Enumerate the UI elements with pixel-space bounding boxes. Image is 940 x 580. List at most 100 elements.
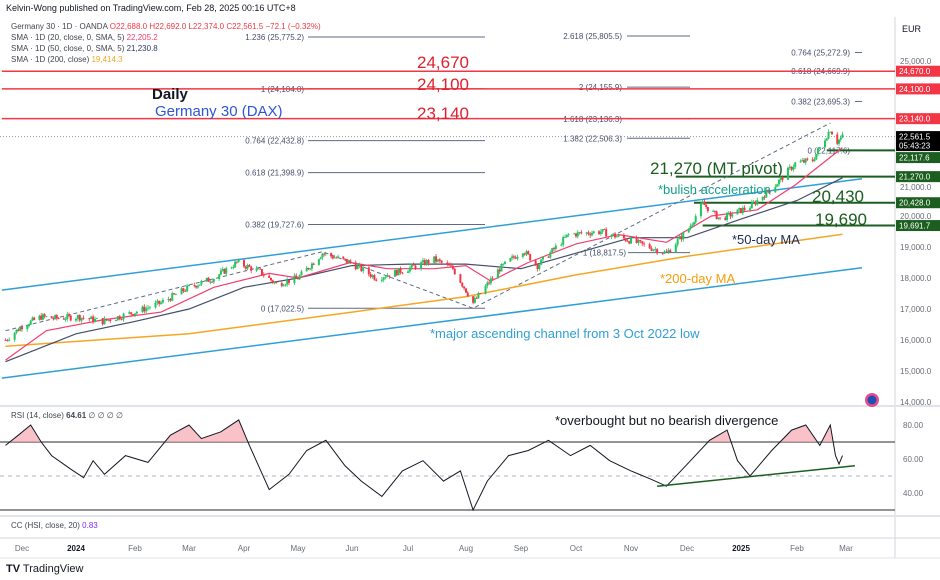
annotation-20430: 20,430 — [812, 187, 864, 206]
candle-body — [295, 275, 298, 279]
candle-body — [749, 208, 752, 210]
annotation-rsi-note: *overbought but no bearish divergence — [555, 413, 779, 428]
candle-body — [829, 131, 832, 133]
candle-body — [451, 265, 454, 269]
candle-body — [369, 274, 372, 277]
candle-body — [504, 261, 507, 264]
change-value: −72.1 (−0.32%) — [265, 22, 321, 31]
candle-body — [603, 229, 606, 230]
candle-body — [280, 283, 283, 287]
candle-body — [706, 206, 709, 212]
candle-body — [813, 159, 816, 162]
candle-body — [433, 256, 436, 264]
low-value: L22,374.0 — [188, 22, 225, 31]
candle-body — [786, 167, 789, 180]
legend-sma200[interactable]: SMA · 1D (200, close) 19,414.3 — [11, 55, 123, 64]
candle-body — [560, 244, 563, 246]
rsi-line — [5, 419, 843, 512]
legend-sma50[interactable]: SMA · 1D (50, close, 0, SMA, 5) 21,230.8 — [11, 44, 158, 53]
candle-body — [52, 318, 55, 320]
candle-body — [827, 132, 830, 139]
candle-body — [207, 277, 210, 282]
fib-right-label: 0.382 (23,695.3) — [791, 97, 850, 106]
candle-body — [486, 282, 489, 286]
annotation-pivot: 21,270 (MT pivot) — [650, 159, 783, 178]
candle-body — [205, 277, 208, 282]
rsi-legend[interactable]: RSI (14, close) 64.61 ∅ ∅ ∅ ∅ — [11, 411, 123, 420]
candle-body — [169, 299, 172, 301]
candle-body — [804, 158, 807, 163]
candle-body — [38, 315, 41, 320]
candle-body — [792, 166, 795, 170]
candle-body — [66, 314, 69, 320]
sma50-line — [5, 177, 843, 363]
candle-body — [94, 318, 97, 322]
candle-body — [806, 158, 809, 160]
candle-body — [801, 160, 804, 162]
legend-sma20[interactable]: SMA · 1D (20, close, 0, SMA, 5) 22,205.2 — [11, 33, 158, 42]
candle-body — [466, 292, 469, 297]
candle-body — [815, 154, 818, 160]
countdown-label: 05:43:23 — [899, 142, 931, 151]
candle-body — [371, 275, 374, 277]
candle-body — [768, 191, 771, 193]
candle-body — [448, 264, 451, 266]
candle-body — [148, 307, 151, 309]
candle-body — [567, 234, 570, 235]
candle-body — [774, 186, 777, 193]
candle-body — [309, 268, 312, 270]
candle-body — [741, 207, 744, 214]
candle-body — [622, 235, 625, 239]
candle-body — [643, 243, 646, 245]
candle-body — [184, 291, 187, 292]
price-tick-label: 19,000.0 — [900, 243, 932, 252]
candle-body — [211, 281, 214, 283]
candle-body — [676, 239, 679, 245]
time-tick-label: Dec — [680, 544, 694, 553]
candle-body — [585, 232, 588, 234]
candle-body — [180, 288, 183, 295]
candle-body — [436, 259, 439, 262]
candle-body — [193, 285, 196, 286]
candle-body — [473, 298, 476, 303]
candle-body — [293, 275, 296, 283]
candle-body — [818, 147, 821, 149]
candle-body — [19, 327, 22, 331]
candle-body — [333, 257, 336, 259]
candle-body — [667, 250, 670, 253]
candle-body — [373, 275, 376, 280]
currency-label[interactable]: EUR — [902, 24, 922, 34]
candle-body — [781, 176, 784, 180]
candle-body — [319, 257, 322, 260]
price-tag-label: 24,100.0 — [899, 85, 931, 94]
time-tick-label: Oct — [570, 544, 583, 553]
channel-lower-line — [1, 267, 863, 379]
annotation-50day: *50-day MA — [732, 232, 800, 247]
candle-body — [288, 279, 290, 283]
candle-body — [475, 298, 478, 300]
cc-legend[interactable]: CC (HSI, close, 20) 0.83 — [11, 521, 98, 530]
candle-body — [380, 279, 383, 281]
candle-body — [358, 264, 361, 266]
candle-body — [171, 293, 174, 301]
candle-body — [450, 265, 453, 267]
candle-body — [300, 271, 303, 276]
candle-body — [669, 250, 672, 253]
candle-body — [639, 240, 642, 242]
candle-body — [587, 232, 590, 235]
candle-body — [45, 316, 48, 318]
candle-body — [599, 231, 602, 234]
candle-body — [399, 268, 402, 273]
candle-body — [767, 189, 770, 192]
annotation-daily: Daily — [152, 86, 188, 103]
candle-body — [547, 256, 550, 258]
eu-flag-icon — [867, 395, 877, 405]
candle-body — [154, 302, 157, 308]
fib-extension-label: 2 (24,155.9) — [579, 83, 622, 92]
candle-body — [395, 270, 398, 276]
candle-body — [678, 236, 681, 240]
candle-body — [687, 228, 690, 233]
rsi-overbought-fill — [5, 419, 843, 442]
candle-body — [82, 317, 85, 319]
